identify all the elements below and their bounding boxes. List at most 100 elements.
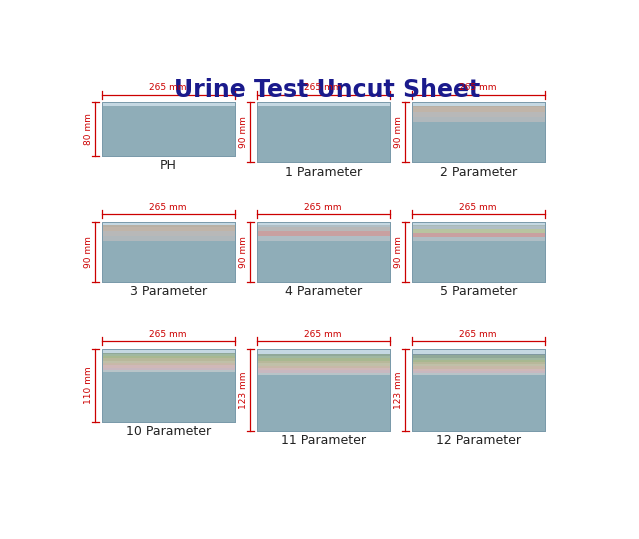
Bar	[257, 102, 390, 162]
Text: 10 Parameter: 10 Parameter	[126, 425, 211, 438]
Bar	[102, 363, 235, 365]
Bar	[412, 107, 545, 112]
Bar	[412, 117, 545, 122]
Bar	[102, 222, 235, 282]
Bar	[102, 368, 235, 370]
Text: 265 mm: 265 mm	[150, 84, 187, 92]
Bar	[102, 222, 235, 282]
Bar	[257, 222, 390, 226]
Bar	[412, 351, 545, 353]
Bar	[102, 102, 235, 156]
Bar	[412, 102, 545, 162]
Bar	[412, 222, 545, 282]
Bar	[412, 373, 545, 375]
Bar	[412, 355, 545, 357]
Text: 110 mm: 110 mm	[84, 367, 93, 404]
Text: 123 mm: 123 mm	[394, 371, 403, 409]
Bar	[257, 363, 390, 365]
Text: 90 mm: 90 mm	[394, 116, 403, 148]
Text: 12 Parameter: 12 Parameter	[436, 434, 521, 447]
Bar	[412, 230, 545, 233]
Bar	[102, 358, 235, 361]
Text: 90 mm: 90 mm	[84, 236, 93, 268]
Bar	[102, 351, 235, 354]
Bar	[412, 102, 545, 162]
Bar	[257, 236, 390, 241]
Bar	[257, 222, 390, 282]
Bar	[412, 226, 545, 230]
Bar	[412, 367, 545, 369]
Text: 2 Parameter: 2 Parameter	[440, 165, 517, 178]
Bar	[412, 357, 545, 360]
Bar	[412, 222, 545, 282]
Bar	[102, 370, 235, 372]
Bar	[257, 349, 390, 431]
Bar	[102, 102, 235, 106]
Bar	[102, 226, 235, 231]
Bar	[102, 222, 235, 225]
Bar	[257, 102, 390, 162]
Bar	[412, 353, 545, 355]
Text: 90 mm: 90 mm	[239, 236, 248, 268]
Bar	[257, 358, 390, 361]
Bar	[102, 356, 235, 358]
Text: 265 mm: 265 mm	[459, 203, 497, 212]
Bar	[257, 370, 390, 372]
Text: 265 mm: 265 mm	[304, 330, 342, 339]
Bar	[257, 231, 390, 236]
Text: 265 mm: 265 mm	[304, 203, 342, 212]
Bar	[257, 222, 390, 225]
Text: Urine Test Uncut Sheet: Urine Test Uncut Sheet	[174, 78, 481, 102]
Bar	[257, 365, 390, 368]
Bar	[257, 349, 390, 431]
Bar	[412, 222, 545, 225]
Text: PH: PH	[160, 159, 176, 172]
Bar	[412, 364, 545, 367]
Bar	[412, 371, 545, 373]
Bar	[102, 231, 235, 236]
Bar	[412, 349, 545, 354]
Bar	[257, 361, 390, 363]
Bar	[257, 351, 390, 354]
Bar	[102, 349, 235, 351]
Text: 265 mm: 265 mm	[304, 84, 342, 92]
Bar	[102, 365, 235, 368]
Bar	[412, 349, 545, 351]
Bar	[257, 349, 390, 354]
Bar	[412, 233, 545, 237]
Bar	[257, 356, 390, 358]
Text: 90 mm: 90 mm	[394, 236, 403, 268]
Bar	[102, 349, 235, 353]
Bar	[257, 354, 390, 356]
Bar	[257, 372, 390, 375]
Bar	[102, 349, 235, 422]
Text: 90 mm: 90 mm	[239, 116, 248, 148]
Bar	[102, 102, 235, 156]
Text: 11 Parameter: 11 Parameter	[281, 434, 366, 447]
Bar	[257, 349, 390, 351]
Bar	[412, 349, 545, 431]
Bar	[102, 361, 235, 363]
Bar	[412, 237, 545, 241]
Bar	[412, 362, 545, 364]
Bar	[412, 102, 545, 107]
Text: 265 mm: 265 mm	[150, 330, 187, 339]
Text: 123 mm: 123 mm	[239, 371, 248, 409]
Bar	[412, 222, 545, 226]
Text: 80 mm: 80 mm	[84, 113, 93, 145]
Text: 265 mm: 265 mm	[150, 203, 187, 212]
Bar	[412, 349, 545, 431]
Bar	[412, 102, 545, 106]
Text: 265 mm: 265 mm	[459, 84, 497, 92]
Bar	[257, 222, 390, 282]
Bar	[102, 354, 235, 356]
Text: 1 Parameter: 1 Parameter	[284, 165, 362, 178]
Bar	[257, 102, 390, 106]
Text: 5 Parameter: 5 Parameter	[440, 285, 517, 298]
Bar	[412, 360, 545, 362]
Text: 3 Parameter: 3 Parameter	[130, 285, 207, 298]
Bar	[257, 226, 390, 231]
Text: 265 mm: 265 mm	[459, 330, 497, 339]
Bar	[102, 349, 235, 422]
Bar	[412, 112, 545, 117]
